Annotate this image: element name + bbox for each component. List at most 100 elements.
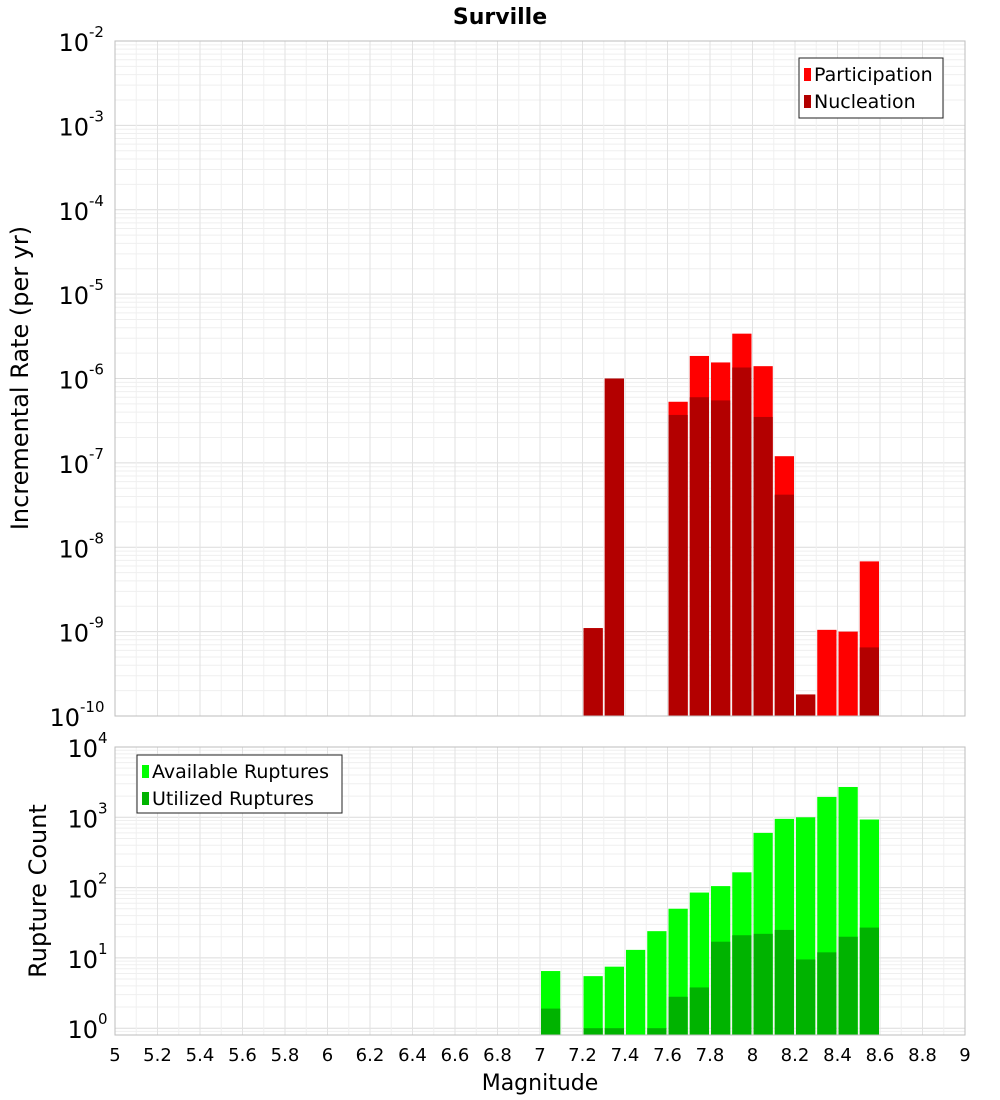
y-tick-exponent: 1 (98, 940, 108, 958)
y-tick-exponent: -7 (89, 445, 104, 463)
y-tick-label: 10 -4 (58, 192, 104, 226)
legend-swatch (804, 68, 811, 81)
bar-1-11 (838, 631, 858, 716)
y-tick-label: 10 -6 (58, 361, 104, 395)
x-tick-label: 5.4 (186, 1045, 215, 1066)
bar-1-4 (626, 949, 646, 1035)
y-tick-base: 10 (58, 367, 89, 395)
bar-2-3 (668, 414, 688, 716)
y-tick-label: 10 2 (67, 870, 107, 904)
y-axis-label: Rupture Count (24, 804, 52, 978)
y-tick-base: 10 (58, 535, 89, 563)
y-tick-base: 10 (67, 735, 98, 763)
grid-lines (114, 41, 966, 717)
x-tick-label: 6.8 (483, 1045, 512, 1066)
y-tick-base: 10 (49, 704, 80, 732)
y-tick-base: 10 (58, 282, 89, 310)
x-tick-label: 5.2 (143, 1045, 172, 1066)
y-tick-base: 10 (58, 620, 89, 648)
y-tick-exponent: 4 (98, 729, 108, 747)
bar-2-1 (541, 1008, 561, 1035)
x-tick-labels: 5 5.2 5.4 5.6 5.8 6 6.2 6.4 6.6 6.8 7 7.2 7.4 7.6 7.8 8… (109, 1045, 970, 1066)
bar-2-3 (604, 1028, 624, 1035)
bar-1-5 (647, 931, 667, 1035)
bar-2-1 (583, 628, 603, 716)
y-tick-label: 10 0 (67, 1010, 107, 1044)
x-tick-label: 8.4 (823, 1045, 852, 1066)
x-tick-label: 6.4 (398, 1045, 427, 1066)
bar-1-2 (583, 976, 603, 1035)
y-axis-label: Incremental Rate (per yr) (6, 226, 34, 530)
y-tick-exponent: 3 (98, 799, 108, 817)
y-tick-base: 10 (58, 113, 89, 141)
legend-label: Available Ruptures (152, 761, 329, 783)
bar-2-2 (583, 1028, 603, 1035)
legend-swatch (142, 792, 149, 805)
bar-2-4 (689, 397, 709, 716)
legend-label: Nucleation (814, 91, 916, 113)
y-tick-label: 10 -9 (58, 614, 104, 648)
bar-2-13 (817, 952, 837, 1035)
x-tick-label: 6.2 (356, 1045, 385, 1066)
legend-box (136, 754, 343, 814)
bar-2-9 (796, 694, 816, 716)
y-tick-exponent: -2 (89, 23, 104, 41)
legend-box (798, 57, 944, 119)
legend-label: Utilized Ruptures (152, 788, 314, 810)
y-tick-base: 10 (58, 198, 89, 226)
x-tick-label: 8.8 (908, 1045, 937, 1066)
y-tick-label: 10 1 (67, 940, 107, 974)
bar-2-7 (753, 416, 773, 716)
y-tick-base: 10 (58, 451, 89, 479)
legend-swatch (142, 765, 149, 778)
legend: Available Ruptures Utilized Ruptures (136, 754, 343, 814)
bar-2-6 (732, 367, 752, 716)
x-tick-label: 5.8 (271, 1045, 300, 1066)
y-tick-exponent: -3 (89, 107, 104, 125)
y-tick-label: 10 4 (67, 729, 107, 763)
x-tick-label: 5.6 (228, 1045, 257, 1066)
x-tick-label: 7 (534, 1045, 545, 1066)
bar-2-5 (647, 1028, 667, 1035)
bar-2-12 (796, 959, 816, 1035)
y-tick-exponent: -4 (89, 192, 104, 210)
x-tick-label: 5 (109, 1045, 120, 1066)
y-tick-exponent: 0 (98, 1010, 108, 1028)
y-tick-label: 10 -7 (58, 445, 104, 479)
plot-frame (114, 746, 966, 1036)
x-tick-label: 6 (322, 1045, 333, 1066)
x-tick-label: 9 (959, 1045, 970, 1066)
y-tick-base: 10 (67, 946, 98, 974)
y-tick-exponent: 2 (98, 870, 108, 888)
legend: Participation Nucleation (798, 57, 944, 119)
series-2 (541, 927, 879, 1035)
bar-2-14 (838, 936, 858, 1035)
y-tick-exponent: -6 (89, 361, 104, 379)
bar-2-15 (859, 927, 879, 1035)
x-tick-label: 7.4 (611, 1045, 640, 1066)
y-tick-exponent: -5 (89, 276, 104, 294)
x-tick-label: 8.2 (781, 1045, 810, 1066)
legend-swatch (804, 95, 811, 108)
x-tick-label: 8 (747, 1045, 758, 1066)
y-tick-exponent: -9 (89, 614, 104, 632)
y-tick-label: 10 -8 (58, 529, 104, 563)
bar-2-8 (774, 494, 794, 716)
bar-2-11 (774, 929, 794, 1035)
chart-title: Surville (453, 5, 547, 30)
bar-2-8 (711, 941, 731, 1035)
y-tick-label: 10 3 (67, 799, 107, 833)
y-tick-base: 10 (67, 1016, 98, 1044)
bar-1-3 (604, 966, 624, 1035)
x-tick-label: 7.8 (696, 1045, 725, 1066)
bar-2-9 (732, 935, 752, 1035)
y-tick-label: 10 -5 (58, 276, 104, 310)
y-tick-label: 10 -10 (49, 698, 104, 732)
y-tick-exponent: -8 (89, 529, 104, 547)
bar-2-12 (859, 647, 879, 716)
x-tick-label: 8.6 (866, 1045, 895, 1066)
x-axis-label: Magnitude (482, 1071, 599, 1096)
y-tick-base: 10 (58, 29, 89, 57)
y-tick-label: 10 -2 (58, 23, 104, 57)
